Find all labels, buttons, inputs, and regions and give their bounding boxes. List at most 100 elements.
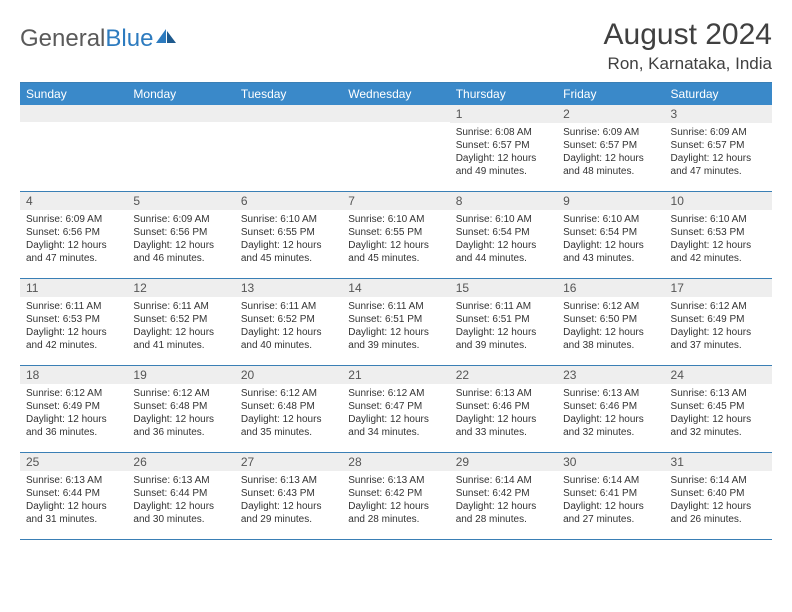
day-daylight1: Daylight: 12 hours bbox=[563, 152, 658, 165]
day-sunset: Sunset: 6:57 PM bbox=[456, 139, 551, 152]
day-daylight2: and 49 minutes. bbox=[456, 165, 551, 178]
dow-sunday: Sunday bbox=[20, 83, 127, 105]
day-cell: 10Sunrise: 6:10 AMSunset: 6:53 PMDayligh… bbox=[665, 192, 772, 278]
day-sunset: Sunset: 6:52 PM bbox=[133, 313, 228, 326]
day-of-week-header: Sunday Monday Tuesday Wednesday Thursday… bbox=[20, 83, 772, 105]
day-sunset: Sunset: 6:52 PM bbox=[241, 313, 336, 326]
day-content bbox=[127, 122, 234, 129]
day-sunrise: Sunrise: 6:11 AM bbox=[456, 300, 551, 313]
day-cell: 7Sunrise: 6:10 AMSunset: 6:55 PMDaylight… bbox=[342, 192, 449, 278]
day-content: Sunrise: 6:12 AMSunset: 6:47 PMDaylight:… bbox=[342, 384, 449, 443]
day-daylight1: Daylight: 12 hours bbox=[563, 239, 658, 252]
day-cell: 9Sunrise: 6:10 AMSunset: 6:54 PMDaylight… bbox=[557, 192, 664, 278]
day-cell bbox=[20, 105, 127, 191]
logo-sail-icon bbox=[156, 26, 178, 54]
day-sunrise: Sunrise: 6:11 AM bbox=[348, 300, 443, 313]
day-content: Sunrise: 6:13 AMSunset: 6:46 PMDaylight:… bbox=[557, 384, 664, 443]
day-daylight1: Daylight: 12 hours bbox=[456, 500, 551, 513]
day-content: Sunrise: 6:13 AMSunset: 6:42 PMDaylight:… bbox=[342, 471, 449, 530]
day-cell: 3Sunrise: 6:09 AMSunset: 6:57 PMDaylight… bbox=[665, 105, 772, 191]
day-number: 12 bbox=[127, 279, 234, 297]
day-daylight2: and 39 minutes. bbox=[348, 339, 443, 352]
day-daylight2: and 33 minutes. bbox=[456, 426, 551, 439]
day-number: 17 bbox=[665, 279, 772, 297]
day-daylight1: Daylight: 12 hours bbox=[671, 239, 766, 252]
day-sunrise: Sunrise: 6:11 AM bbox=[241, 300, 336, 313]
day-number bbox=[342, 105, 449, 122]
day-sunrise: Sunrise: 6:09 AM bbox=[671, 126, 766, 139]
day-daylight1: Daylight: 12 hours bbox=[456, 326, 551, 339]
day-number: 30 bbox=[557, 453, 664, 471]
day-content bbox=[235, 122, 342, 129]
day-number: 31 bbox=[665, 453, 772, 471]
day-daylight1: Daylight: 12 hours bbox=[671, 152, 766, 165]
day-cell: 2Sunrise: 6:09 AMSunset: 6:57 PMDaylight… bbox=[557, 105, 664, 191]
day-daylight2: and 39 minutes. bbox=[456, 339, 551, 352]
day-content: Sunrise: 6:13 AMSunset: 6:44 PMDaylight:… bbox=[127, 471, 234, 530]
day-content: Sunrise: 6:09 AMSunset: 6:57 PMDaylight:… bbox=[557, 123, 664, 182]
day-number: 9 bbox=[557, 192, 664, 210]
day-daylight2: and 27 minutes. bbox=[563, 513, 658, 526]
day-number: 13 bbox=[235, 279, 342, 297]
day-cell: 15Sunrise: 6:11 AMSunset: 6:51 PMDayligh… bbox=[450, 279, 557, 365]
day-daylight1: Daylight: 12 hours bbox=[671, 413, 766, 426]
page-title: August 2024 bbox=[604, 18, 772, 52]
day-sunset: Sunset: 6:44 PM bbox=[26, 487, 121, 500]
day-sunrise: Sunrise: 6:10 AM bbox=[671, 213, 766, 226]
day-cell: 26Sunrise: 6:13 AMSunset: 6:44 PMDayligh… bbox=[127, 453, 234, 539]
day-number: 16 bbox=[557, 279, 664, 297]
day-content: Sunrise: 6:10 AMSunset: 6:54 PMDaylight:… bbox=[450, 210, 557, 269]
day-daylight2: and 41 minutes. bbox=[133, 339, 228, 352]
day-daylight2: and 36 minutes. bbox=[26, 426, 121, 439]
week-row: 25Sunrise: 6:13 AMSunset: 6:44 PMDayligh… bbox=[20, 453, 772, 540]
day-daylight1: Daylight: 12 hours bbox=[348, 239, 443, 252]
day-daylight2: and 32 minutes. bbox=[671, 426, 766, 439]
day-content: Sunrise: 6:10 AMSunset: 6:55 PMDaylight:… bbox=[235, 210, 342, 269]
day-sunset: Sunset: 6:45 PM bbox=[671, 400, 766, 413]
day-number: 2 bbox=[557, 105, 664, 123]
day-daylight1: Daylight: 12 hours bbox=[456, 152, 551, 165]
day-content: Sunrise: 6:09 AMSunset: 6:57 PMDaylight:… bbox=[665, 123, 772, 182]
dow-thursday: Thursday bbox=[450, 83, 557, 105]
location-subtitle: Ron, Karnataka, India bbox=[604, 54, 772, 74]
day-sunrise: Sunrise: 6:09 AM bbox=[133, 213, 228, 226]
day-content: Sunrise: 6:12 AMSunset: 6:48 PMDaylight:… bbox=[235, 384, 342, 443]
day-sunset: Sunset: 6:57 PM bbox=[563, 139, 658, 152]
day-cell: 6Sunrise: 6:10 AMSunset: 6:55 PMDaylight… bbox=[235, 192, 342, 278]
day-number: 21 bbox=[342, 366, 449, 384]
day-cell: 19Sunrise: 6:12 AMSunset: 6:48 PMDayligh… bbox=[127, 366, 234, 452]
day-sunset: Sunset: 6:42 PM bbox=[348, 487, 443, 500]
day-content: Sunrise: 6:10 AMSunset: 6:55 PMDaylight:… bbox=[342, 210, 449, 269]
day-sunset: Sunset: 6:55 PM bbox=[241, 226, 336, 239]
day-number: 18 bbox=[20, 366, 127, 384]
dow-wednesday: Wednesday bbox=[342, 83, 449, 105]
day-sunset: Sunset: 6:41 PM bbox=[563, 487, 658, 500]
day-daylight1: Daylight: 12 hours bbox=[241, 413, 336, 426]
day-number: 20 bbox=[235, 366, 342, 384]
day-daylight2: and 45 minutes. bbox=[348, 252, 443, 265]
day-sunset: Sunset: 6:54 PM bbox=[456, 226, 551, 239]
day-sunset: Sunset: 6:49 PM bbox=[26, 400, 121, 413]
day-daylight1: Daylight: 12 hours bbox=[348, 500, 443, 513]
day-number: 28 bbox=[342, 453, 449, 471]
day-sunset: Sunset: 6:56 PM bbox=[26, 226, 121, 239]
day-daylight2: and 35 minutes. bbox=[241, 426, 336, 439]
week-row: 18Sunrise: 6:12 AMSunset: 6:49 PMDayligh… bbox=[20, 366, 772, 453]
day-sunset: Sunset: 6:43 PM bbox=[241, 487, 336, 500]
day-daylight2: and 45 minutes. bbox=[241, 252, 336, 265]
day-content: Sunrise: 6:12 AMSunset: 6:50 PMDaylight:… bbox=[557, 297, 664, 356]
day-content: Sunrise: 6:11 AMSunset: 6:51 PMDaylight:… bbox=[342, 297, 449, 356]
day-cell: 8Sunrise: 6:10 AMSunset: 6:54 PMDaylight… bbox=[450, 192, 557, 278]
day-sunrise: Sunrise: 6:13 AM bbox=[563, 387, 658, 400]
day-sunrise: Sunrise: 6:13 AM bbox=[456, 387, 551, 400]
day-sunset: Sunset: 6:57 PM bbox=[671, 139, 766, 152]
day-daylight1: Daylight: 12 hours bbox=[26, 500, 121, 513]
day-number: 23 bbox=[557, 366, 664, 384]
day-cell: 30Sunrise: 6:14 AMSunset: 6:41 PMDayligh… bbox=[557, 453, 664, 539]
day-sunrise: Sunrise: 6:10 AM bbox=[456, 213, 551, 226]
day-sunset: Sunset: 6:53 PM bbox=[671, 226, 766, 239]
day-cell: 14Sunrise: 6:11 AMSunset: 6:51 PMDayligh… bbox=[342, 279, 449, 365]
day-daylight2: and 29 minutes. bbox=[241, 513, 336, 526]
day-cell: 17Sunrise: 6:12 AMSunset: 6:49 PMDayligh… bbox=[665, 279, 772, 365]
week-row: 1Sunrise: 6:08 AMSunset: 6:57 PMDaylight… bbox=[20, 105, 772, 192]
